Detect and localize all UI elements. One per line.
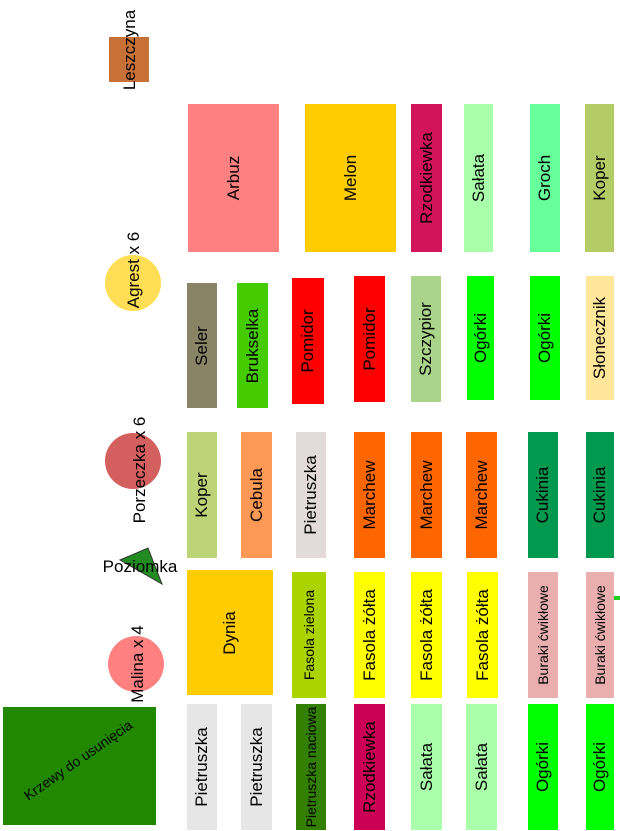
- bed: [354, 276, 385, 402]
- bed-label: Ogórki: [470, 312, 490, 364]
- bed-label: Pietruszka: [192, 727, 211, 807]
- bed: [188, 104, 279, 252]
- bed-label: Dynia: [220, 610, 239, 655]
- bed: [466, 432, 497, 558]
- bed: [411, 572, 442, 698]
- bed-label: Pietruszka naciowa: [303, 706, 319, 828]
- bed: [109, 37, 149, 82]
- bed-label: Sałata: [416, 742, 436, 792]
- bed: [187, 283, 217, 408]
- bed: [411, 432, 442, 558]
- bed-label: Seler: [192, 325, 211, 366]
- bed: [237, 283, 268, 408]
- bed-label: Arbuz: [223, 155, 243, 201]
- bed-label: Pietruszka: [301, 455, 320, 535]
- bed: [292, 572, 326, 698]
- bed-label: Marchew: [471, 460, 491, 530]
- bed-label: Fasola żółta: [472, 589, 492, 681]
- bed: [530, 276, 560, 400]
- bed: [105, 255, 161, 311]
- bed: [187, 704, 217, 830]
- bed: [241, 432, 272, 558]
- bed: [586, 276, 614, 400]
- bed-label: Pomidor: [359, 307, 379, 371]
- bed: [528, 432, 558, 558]
- bed-label: Ogórki: [533, 741, 552, 793]
- bed: [105, 433, 161, 489]
- bed-label: Leszczyna: [120, 9, 139, 91]
- bed-label: Koper: [589, 155, 609, 201]
- bed: [354, 432, 385, 558]
- bed-label: Malina x 4: [128, 625, 147, 703]
- bed: [466, 704, 497, 830]
- bed-label: Sałata: [468, 153, 488, 203]
- bed-label: Marchew: [416, 460, 436, 530]
- bed: [586, 432, 614, 558]
- bed: [411, 704, 442, 830]
- marker: [612, 596, 620, 600]
- bed-label: Fasola żółta: [359, 589, 379, 681]
- bed-label: Ogórki: [590, 741, 609, 793]
- bed-label: Cukinia: [533, 466, 552, 524]
- bed: [528, 704, 558, 830]
- bed-label: Słonecznik: [590, 296, 609, 380]
- bed: [467, 572, 498, 698]
- bed-label: Agrest x 6: [124, 231, 143, 309]
- bed-label: Poziomka: [102, 557, 178, 576]
- bed: [3, 707, 156, 825]
- bed-label: Groch: [535, 154, 554, 202]
- bed-label: Fasola żółta: [416, 589, 436, 681]
- bed-label: Brukselka: [242, 308, 262, 383]
- bed-label: Szczypior: [416, 302, 435, 376]
- bed-label: Marchew: [359, 460, 379, 530]
- bed-label: Fasola zielona: [301, 589, 317, 681]
- bed: [530, 104, 560, 252]
- bed-label: Koper: [192, 472, 211, 518]
- bed: [296, 704, 326, 830]
- poziomka-shape: [118, 547, 163, 586]
- bed: [467, 276, 494, 400]
- bed: [187, 570, 273, 695]
- bed: [586, 704, 614, 830]
- bed: [292, 278, 324, 404]
- bed: [108, 636, 164, 692]
- bed-label: Buraki ćwikłowe: [592, 585, 608, 685]
- bed-label: Rzodkiewka: [359, 721, 379, 813]
- bed-label: Ogórki: [535, 312, 554, 364]
- bed-label: Pietruszka: [246, 727, 266, 807]
- bed-label: Sałata: [471, 742, 491, 792]
- bed-label: Melon: [340, 154, 360, 202]
- bed: [411, 276, 441, 402]
- bed: [585, 104, 614, 252]
- bed: [354, 572, 385, 698]
- bed-label: Pomidor: [298, 309, 317, 373]
- bed: [528, 572, 558, 698]
- bed-label: Cebula: [246, 468, 266, 522]
- bed: [296, 432, 326, 558]
- bed: [305, 104, 396, 252]
- bed: [464, 104, 493, 252]
- bed-label: Rzodkiewka: [416, 132, 436, 224]
- bed: [241, 704, 272, 830]
- bed-label: Buraki ćwikłowe: [535, 585, 551, 685]
- bed-label: Porzeczka x 6: [130, 416, 149, 524]
- bed: [586, 572, 614, 698]
- bed: [354, 704, 385, 830]
- bed: [411, 104, 442, 252]
- bed-label: Cukinia: [590, 466, 609, 524]
- bed: [187, 432, 217, 558]
